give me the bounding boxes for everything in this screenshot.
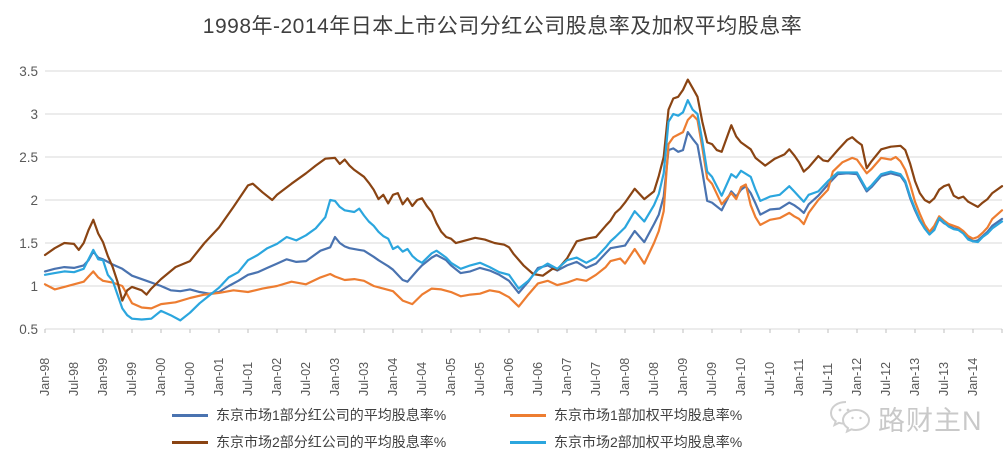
y-axis-tick-label: 2 [30, 193, 38, 208]
legend-item-2: 东京市场1部加权平均股息率% [510, 404, 742, 426]
x-axis-tick-label: Jul-07 [589, 362, 603, 396]
legend-item-4: 东京市场2部加权平均股息率% [510, 431, 742, 453]
legend-label: 东京市场1部分红公司的平均股息率% [216, 407, 447, 423]
x-axis-tick-label: Jan-98 [38, 358, 52, 396]
x-axis-tick-label: Jul-00 [183, 362, 197, 396]
x-axis-tick-label: Jul-12 [879, 362, 893, 396]
x-axis-tick-label: Jan-06 [502, 358, 516, 396]
watermark: 路财主N [828, 398, 983, 438]
legend-label: 东京市场2部加权平均股息率% [554, 434, 743, 450]
x-axis-tick-label: Jan-13 [908, 358, 922, 396]
x-axis-tick-label: Jan-03 [328, 358, 342, 396]
x-axis-tick-label: Jul-99 [125, 362, 139, 396]
legend-label: 东京市场2部分红公司的平均股息率% [216, 434, 447, 450]
legend-item-1: 东京市场1部分红公司的平均股息率% [172, 404, 510, 426]
legend-swatch-icon [172, 413, 208, 417]
x-axis-tick-label: Jul-01 [241, 362, 255, 396]
y-axis-tick-label: 1 [30, 279, 38, 294]
y-axis-tick-label: 3.5 [19, 64, 38, 79]
legend-swatch-icon [510, 440, 546, 444]
x-axis-tick-label: Jul-13 [937, 362, 951, 396]
x-axis-tick-label: Jul-98 [67, 362, 81, 396]
y-axis-tick-label: 1.5 [19, 236, 38, 251]
x-axis-tick-label: Jan-05 [444, 358, 458, 396]
legend-item-3: 东京市场2部分红公司的平均股息率% [172, 431, 510, 453]
series-line-3 [43, 78, 1004, 302]
x-axis-tick-label: Jul-03 [357, 362, 371, 396]
x-axis-tick-label: Jul-11 [821, 363, 835, 396]
x-axis-tick-label: Jan-12 [850, 358, 864, 396]
x-axis-tick-label: Jul-09 [705, 362, 719, 396]
x-axis-tick-label: Jan-04 [386, 358, 400, 396]
x-axis-tick-label: Jan-02 [270, 358, 284, 396]
x-axis-tick-label: Jan-99 [96, 358, 110, 396]
x-axis-tick-label: Jan-07 [560, 358, 574, 396]
x-axis-tick-label: Jan-10 [734, 358, 748, 396]
x-axis-tick-label: Jul-04 [415, 362, 429, 396]
series-line-4 [43, 99, 1004, 322]
watermark-text: 路财主N [878, 405, 983, 436]
chart-legend: 东京市场1部分红公司的平均股息率% 东京市场1部加权平均股息率% 东京市场2部分红公… [172, 404, 742, 453]
x-axis-tick-label: Jan-09 [676, 358, 690, 396]
series-line-2 [43, 113, 1004, 310]
wechat-chat-bubbles-icon [829, 401, 871, 434]
y-axis-tick-label: 2.5 [19, 150, 38, 165]
series-line-1 [43, 131, 1004, 295]
x-axis-tick-label: Jan-11 [792, 359, 806, 396]
x-axis-tick-label: Jan-01 [212, 358, 226, 396]
x-axis-tick-label: Jul-05 [473, 362, 487, 396]
x-axis-tick-label: Jul-08 [647, 362, 661, 396]
chart-title: 1998年-2014年日本上市公司分红公司股息率及加权平均股息率 [202, 15, 803, 38]
legend-label: 东京市场1部加权平均股息率% [554, 407, 743, 423]
x-axis-tick-label: Jul-06 [531, 362, 545, 396]
x-axis-tick-label: Jan-00 [154, 358, 168, 396]
legend-swatch-icon [510, 413, 546, 417]
x-axis-tick-label: Jan-08 [618, 358, 632, 396]
x-axis-tick-label: Jul-10 [763, 362, 777, 396]
x-axis-tick-label: Jul-02 [299, 362, 313, 396]
legend-swatch-icon [172, 440, 208, 444]
y-axis-tick-label: 3 [30, 107, 38, 122]
x-axis-tick-label: Jan-14 [966, 358, 980, 396]
y-axis-tick-label: 0.5 [19, 322, 38, 337]
